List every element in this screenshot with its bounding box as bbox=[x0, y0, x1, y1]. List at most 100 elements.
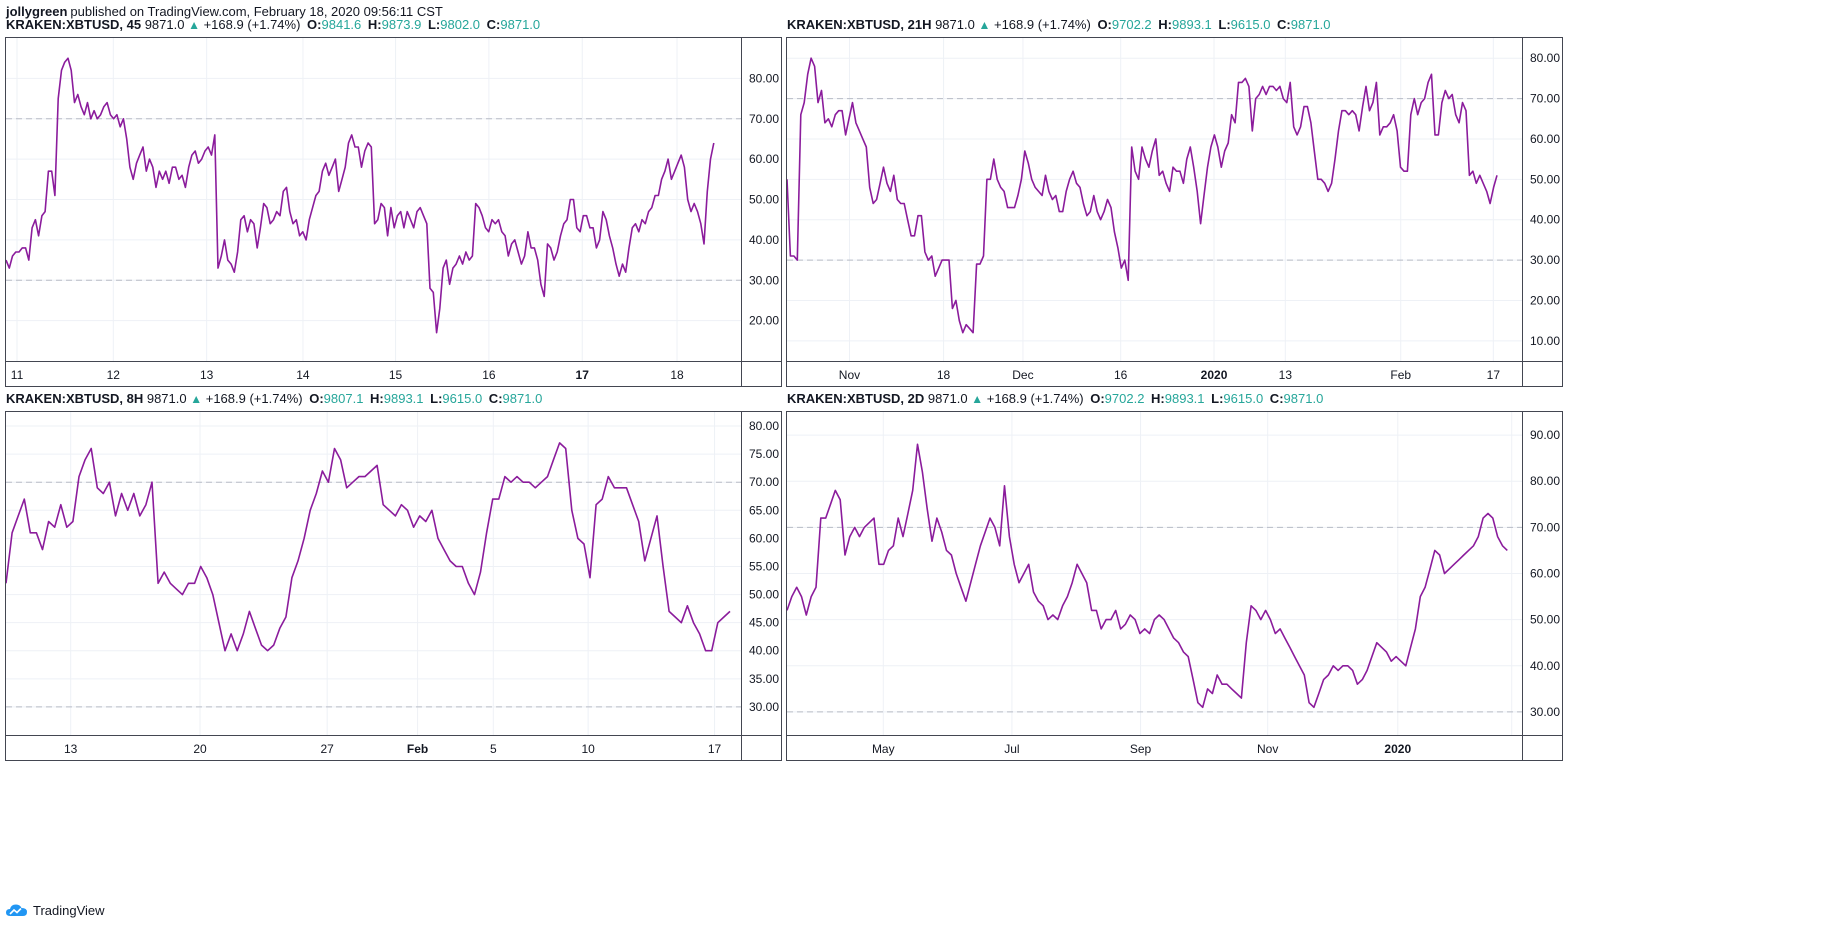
series-line[interactable] bbox=[6, 57, 715, 334]
chart-header: KRAKEN:XBTUSD, 2D 9871.0 ▲ +168.9 (+1.74… bbox=[787, 391, 1323, 406]
y-tick-label: 70.00 bbox=[1530, 92, 1560, 106]
series-line[interactable] bbox=[6, 442, 731, 652]
tradingview-cloud-icon bbox=[6, 904, 27, 916]
ohlc-value-o: 9702.2 bbox=[1111, 17, 1152, 32]
ohlc-value-l: 9615.0 bbox=[1230, 17, 1271, 32]
x-tick-label: 13 bbox=[200, 368, 214, 382]
chart-svg[interactable]: 80.00 70.00 60.00 50.00 40.00 30.00 20.00 10.00… bbox=[787, 38, 1562, 386]
published-line: jollygreen published on TradingView.com, … bbox=[6, 4, 443, 19]
y-tick-label: 50.00 bbox=[749, 193, 779, 207]
ohlc-value-h: 9873.9 bbox=[381, 17, 422, 32]
ohlc-label-c: C: bbox=[485, 391, 503, 406]
chart-panel[interactable]: 80.00 70.00 60.00 50.00 40.00 30.00 20.00 10.00… bbox=[786, 37, 1563, 387]
y-tick-label: 65.00 bbox=[749, 503, 779, 517]
ohlc-label-h: H: bbox=[364, 17, 382, 32]
ohlc-value-h: 9893.1 bbox=[1164, 391, 1205, 406]
ohlc-label-h: H: bbox=[1154, 17, 1172, 32]
x-tick-label: May bbox=[872, 742, 895, 756]
y-tick-label: 75.00 bbox=[749, 447, 779, 461]
series-line[interactable] bbox=[787, 443, 1508, 709]
y-tick-label: 50.00 bbox=[1530, 613, 1560, 627]
x-tick-label: 11 bbox=[11, 368, 24, 382]
x-tick-label: 13 bbox=[1279, 368, 1293, 382]
series-line[interactable] bbox=[787, 57, 1498, 334]
last-price: 9871.0 bbox=[143, 391, 191, 406]
x-tick-label: 17 bbox=[576, 368, 590, 382]
ohlc-label-o: O: bbox=[303, 17, 322, 32]
y-tick-label: 55.00 bbox=[749, 559, 779, 573]
published-text: published on TradingView.com, February 1… bbox=[70, 4, 443, 19]
tradingview-logo[interactable]: TradingView bbox=[6, 900, 105, 920]
x-tick-label: 27 bbox=[321, 742, 335, 756]
ohlc-label-l: L: bbox=[1207, 391, 1224, 406]
author-name[interactable]: jollygreen bbox=[6, 4, 68, 19]
x-tick-label: 16 bbox=[1114, 368, 1128, 382]
y-tick-label: 30.00 bbox=[749, 700, 779, 714]
chart-svg[interactable]: 80.00 75.00 70.00 65.00 60.00 55.00 50.00 45.00… bbox=[6, 412, 781, 760]
last-price: 9871.0 bbox=[924, 391, 972, 406]
ohlc-label-o: O: bbox=[305, 391, 324, 406]
x-tick-label: 16 bbox=[482, 368, 496, 382]
x-tick-label: Dec bbox=[1012, 368, 1033, 382]
ohlc-label-o: O: bbox=[1086, 391, 1105, 406]
y-tick-label: 40.00 bbox=[749, 233, 779, 247]
last-price: 9871.0 bbox=[931, 17, 979, 32]
ohlc-label-h: H: bbox=[366, 391, 384, 406]
ohlc-value-o: 9841.6 bbox=[321, 17, 362, 32]
chart-panel[interactable]: 90.00 80.00 70.00 60.00 50.00 40.00 30.00 May Ju… bbox=[786, 411, 1563, 761]
y-tick-label: 50.00 bbox=[1530, 172, 1560, 186]
x-tick-label: Sep bbox=[1130, 742, 1152, 756]
ohlc-value-l: 9615.0 bbox=[442, 391, 483, 406]
y-tick-label: 90.00 bbox=[1530, 428, 1560, 442]
y-tick-label: 10.00 bbox=[1530, 334, 1560, 348]
chart-header: KRAKEN:XBTUSD, 45 9871.0 ▲ +168.9 (+1.74… bbox=[6, 17, 540, 32]
chart-panel[interactable]: 80.00 70.00 60.00 50.00 40.00 30.00 20.00 11 12 1… bbox=[5, 37, 782, 387]
ohlc-label-o: O: bbox=[1093, 17, 1112, 32]
ohlc-value-c: 9871.0 bbox=[500, 17, 541, 32]
x-tick-label: 17 bbox=[1487, 368, 1501, 382]
chart-svg[interactable]: 90.00 80.00 70.00 60.00 50.00 40.00 30.00 May Ju… bbox=[787, 412, 1562, 760]
x-tick-label: 13 bbox=[64, 742, 78, 756]
x-tick-label: Nov bbox=[1257, 742, 1278, 756]
ohlc-value-l: 9615.0 bbox=[1223, 391, 1264, 406]
x-tick-label: 20 bbox=[193, 742, 207, 756]
y-tick-label: 70.00 bbox=[1530, 520, 1560, 534]
y-tick-label: 70.00 bbox=[749, 475, 779, 489]
x-tick-label: Jul bbox=[1004, 742, 1019, 756]
y-tick-label: 40.00 bbox=[1530, 213, 1560, 227]
ohlc-value-c: 9871.0 bbox=[1290, 17, 1331, 32]
ohlc-value-c: 9871.0 bbox=[1283, 391, 1324, 406]
change-value: +168.9 (+1.74%) bbox=[990, 17, 1091, 32]
ohlc-label-l: L: bbox=[1214, 17, 1231, 32]
x-tick-label: Feb bbox=[1390, 368, 1411, 382]
y-tick-label: 30.00 bbox=[749, 273, 779, 287]
ohlc-label-c: C: bbox=[483, 17, 501, 32]
ohlc-value-o: 9702.2 bbox=[1104, 391, 1145, 406]
y-tick-label: 60.00 bbox=[749, 152, 779, 166]
ohlc-label-c: C: bbox=[1273, 17, 1291, 32]
change-value: +168.9 (+1.74%) bbox=[199, 17, 301, 32]
chart-panel[interactable]: 80.00 75.00 70.00 65.00 60.00 55.00 50.00 45.00… bbox=[5, 411, 782, 761]
y-tick-label: 20.00 bbox=[1530, 293, 1560, 307]
y-tick-label: 80.00 bbox=[1530, 51, 1560, 65]
up-arrow-icon: ▲ bbox=[978, 18, 991, 32]
symbol-label[interactable]: KRAKEN:XBTUSD, 45 bbox=[6, 17, 142, 32]
ohlc-value-o: 9807.1 bbox=[323, 391, 364, 406]
symbol-label[interactable]: KRAKEN:XBTUSD, 2D bbox=[787, 391, 925, 406]
symbol-label[interactable]: KRAKEN:XBTUSD, 21H bbox=[787, 17, 932, 32]
y-tick-label: 40.00 bbox=[749, 644, 779, 658]
chart-svg[interactable]: 80.00 70.00 60.00 50.00 40.00 30.00 20.00 11 12 1… bbox=[6, 38, 781, 386]
y-tick-label: 70.00 bbox=[749, 112, 779, 126]
ohlc-label-l: L: bbox=[424, 17, 441, 32]
y-tick-label: 50.00 bbox=[749, 588, 779, 602]
symbol-label[interactable]: KRAKEN:XBTUSD, 8H bbox=[6, 391, 144, 406]
ohlc-value-h: 9893.1 bbox=[383, 391, 424, 406]
y-tick-label: 40.00 bbox=[1530, 659, 1560, 673]
chart-header: KRAKEN:XBTUSD, 21H 9871.0 ▲ +168.9 (+1.7… bbox=[787, 17, 1331, 32]
up-arrow-icon: ▲ bbox=[971, 392, 984, 406]
last-price: 9871.0 bbox=[141, 17, 189, 32]
y-tick-label: 35.00 bbox=[749, 672, 779, 686]
y-tick-label: 30.00 bbox=[1530, 253, 1560, 267]
y-tick-label: 30.00 bbox=[1530, 705, 1560, 719]
ohlc-value-h: 9893.1 bbox=[1172, 17, 1212, 32]
